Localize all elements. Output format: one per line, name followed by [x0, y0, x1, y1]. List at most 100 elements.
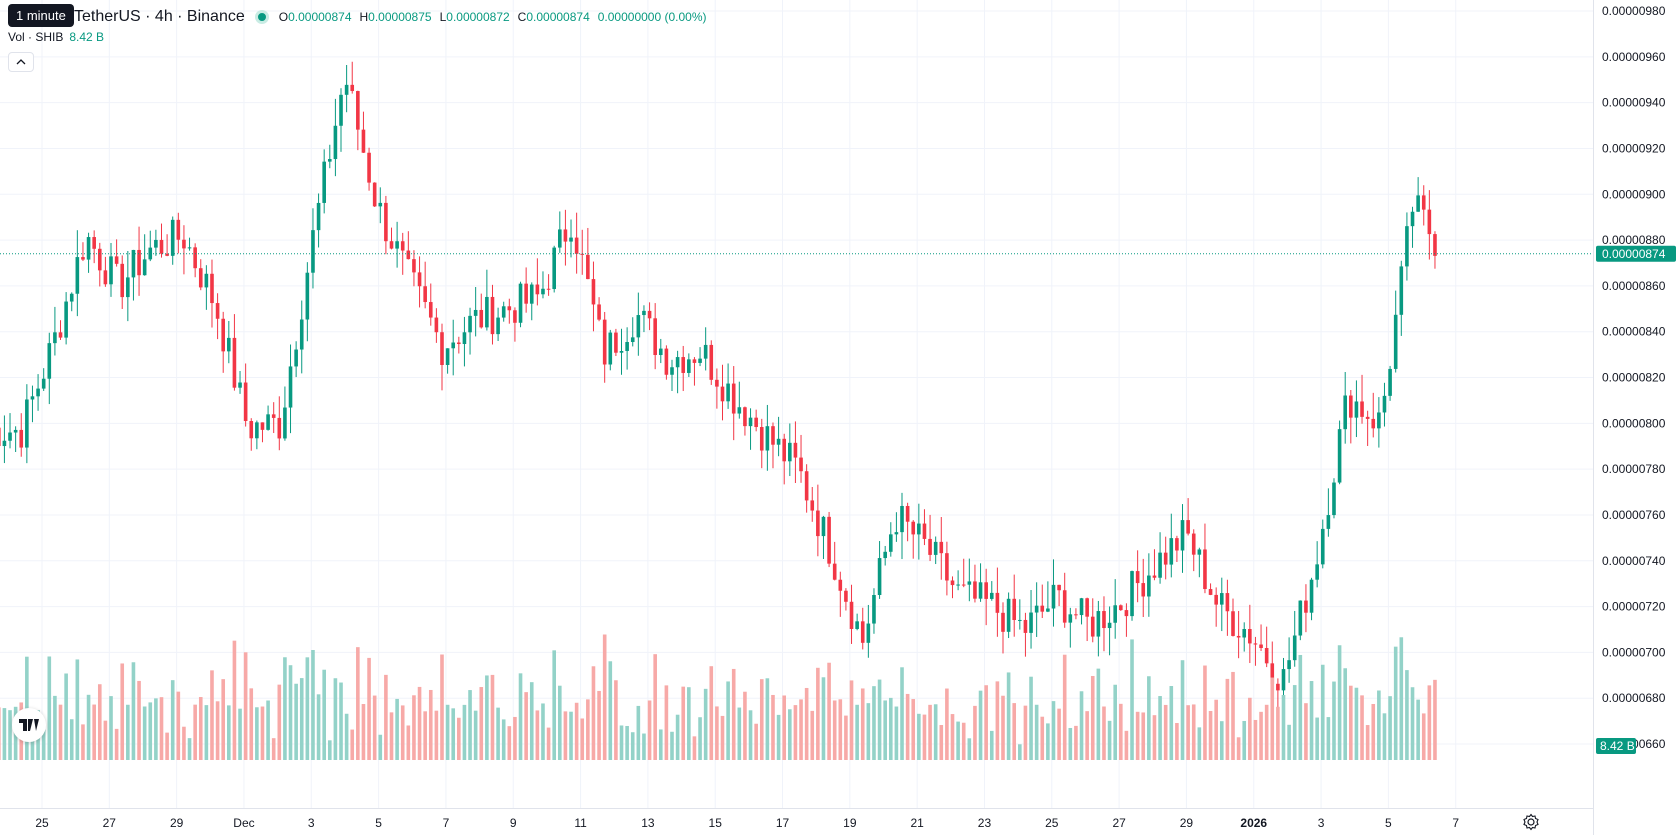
candle-body [1264, 648, 1269, 664]
volume-bar [142, 706, 147, 760]
volume-bar [597, 690, 601, 760]
candle-body [692, 359, 697, 363]
chart-settings-icon[interactable] [1522, 813, 1540, 831]
price-axis[interactable]: 0.00000980 0.00000960 0.00000940 0.00000920… [1593, 0, 1678, 835]
volume-bar [1382, 713, 1387, 760]
collapse-legend-button[interactable] [8, 52, 34, 72]
volume-bar [271, 738, 276, 760]
volume-bar [428, 689, 433, 760]
candle-body [182, 239, 186, 249]
candlestick-chart[interactable] [0, 0, 1593, 808]
candle-body [816, 510, 820, 537]
candle-body [1074, 614, 1078, 616]
candle-body [417, 272, 422, 287]
candle-body [249, 421, 254, 439]
volume-bar [995, 681, 1000, 760]
volume-bar [518, 673, 523, 760]
volume-bar [1107, 720, 1112, 760]
candle-body [614, 332, 618, 353]
candle-body [759, 427, 764, 451]
volume-bar [675, 714, 680, 760]
price-scale[interactable]: 0.00000980 0.00000960 0.00000940 0.00000920… [1594, 0, 1678, 835]
volume-bar [933, 704, 938, 760]
volume-bar [277, 684, 282, 760]
symbol-legend: TetherUS · 4h · Binance O0.00000874 H0.0… [8, 6, 707, 28]
candle-body [838, 579, 843, 591]
volume-bar [2, 708, 7, 760]
volume-bar [490, 674, 495, 760]
candle-body [350, 84, 355, 92]
market-status-icon[interactable] [254, 10, 269, 24]
volume-bar [148, 702, 153, 760]
time-tick-label: 5 [375, 816, 382, 830]
volume-bar [47, 656, 52, 760]
volume-bar [109, 696, 113, 760]
candle-body [709, 344, 714, 380]
volume-bar [748, 710, 753, 760]
candle-body [86, 237, 91, 260]
volume-bar [574, 702, 579, 760]
candle-body [973, 581, 977, 599]
candle-body [698, 358, 702, 363]
volume-bar [1113, 684, 1117, 760]
price-tick-label: 0.00000680 [1602, 691, 1666, 705]
candle-body [1130, 571, 1134, 617]
volume-bar [838, 699, 843, 760]
volume-bar [939, 725, 944, 760]
volume-bar [956, 721, 960, 760]
volume-bar [496, 707, 500, 760]
candle-body [619, 350, 624, 353]
symbol-title[interactable]: TetherUS · 4h · Binance [74, 8, 245, 25]
volume-bar [423, 711, 427, 760]
candle-body [703, 344, 708, 359]
volume-bar [1248, 697, 1252, 760]
candle-body [535, 284, 540, 295]
candle-body [1096, 611, 1101, 637]
candle-body [799, 457, 803, 472]
volume-bar [210, 670, 214, 760]
volume-legend[interactable]: Vol · SHIB 8.42 B [8, 30, 104, 44]
volume-bar [1281, 694, 1286, 760]
candle-body [580, 253, 585, 255]
chart-pane[interactable] [0, 0, 1593, 808]
volume-bar [462, 704, 467, 760]
candle-body [1046, 608, 1050, 612]
volume-bar [1315, 717, 1319, 760]
volume-bar [1214, 699, 1218, 760]
volume-bar [1102, 706, 1106, 760]
volume-bar [552, 650, 556, 760]
volume-bar [720, 715, 725, 760]
chevron-up-icon [16, 59, 26, 65]
candle-body [1287, 660, 1291, 670]
price-tick-label: 0.00000760 [1602, 508, 1666, 522]
candle-body [1118, 605, 1123, 611]
candle-body [844, 590, 848, 602]
volume-bar [1416, 699, 1420, 760]
volume-bar [255, 707, 259, 760]
candle-body [681, 357, 686, 373]
volume-bar [159, 697, 164, 760]
candle-body [832, 563, 837, 580]
candle-body [462, 332, 467, 345]
candle-body [1186, 520, 1190, 534]
volume-bar [1175, 723, 1179, 760]
time-axis[interactable]: 25 27 29 Dec 3 5 7 9 11 13 15 17 19 21 23 25 27 29 2026 3 5 7 [0, 808, 1593, 836]
volume-bar [608, 661, 613, 760]
time-scale[interactable]: 25 27 29 Dec 3 5 7 9 11 13 15 17 19 21 23 25 27 29 2026 3 5 7 [0, 809, 1593, 836]
volume-bar [911, 699, 916, 760]
candle-body [1236, 635, 1241, 638]
volume-bar [670, 731, 674, 760]
candle-body [1068, 614, 1073, 623]
candle-body [451, 342, 456, 349]
candle-body [13, 429, 18, 433]
volume-bar [0, 707, 1, 760]
candle-body [378, 202, 383, 207]
candle-body [653, 318, 657, 356]
candle-body [597, 304, 601, 320]
volume-bar [513, 716, 517, 760]
candle-body [1107, 622, 1112, 629]
candle-body [888, 534, 893, 552]
time-tick-label: 7 [443, 816, 450, 830]
candle-body [647, 310, 652, 319]
tradingview-logo[interactable] [12, 708, 46, 742]
